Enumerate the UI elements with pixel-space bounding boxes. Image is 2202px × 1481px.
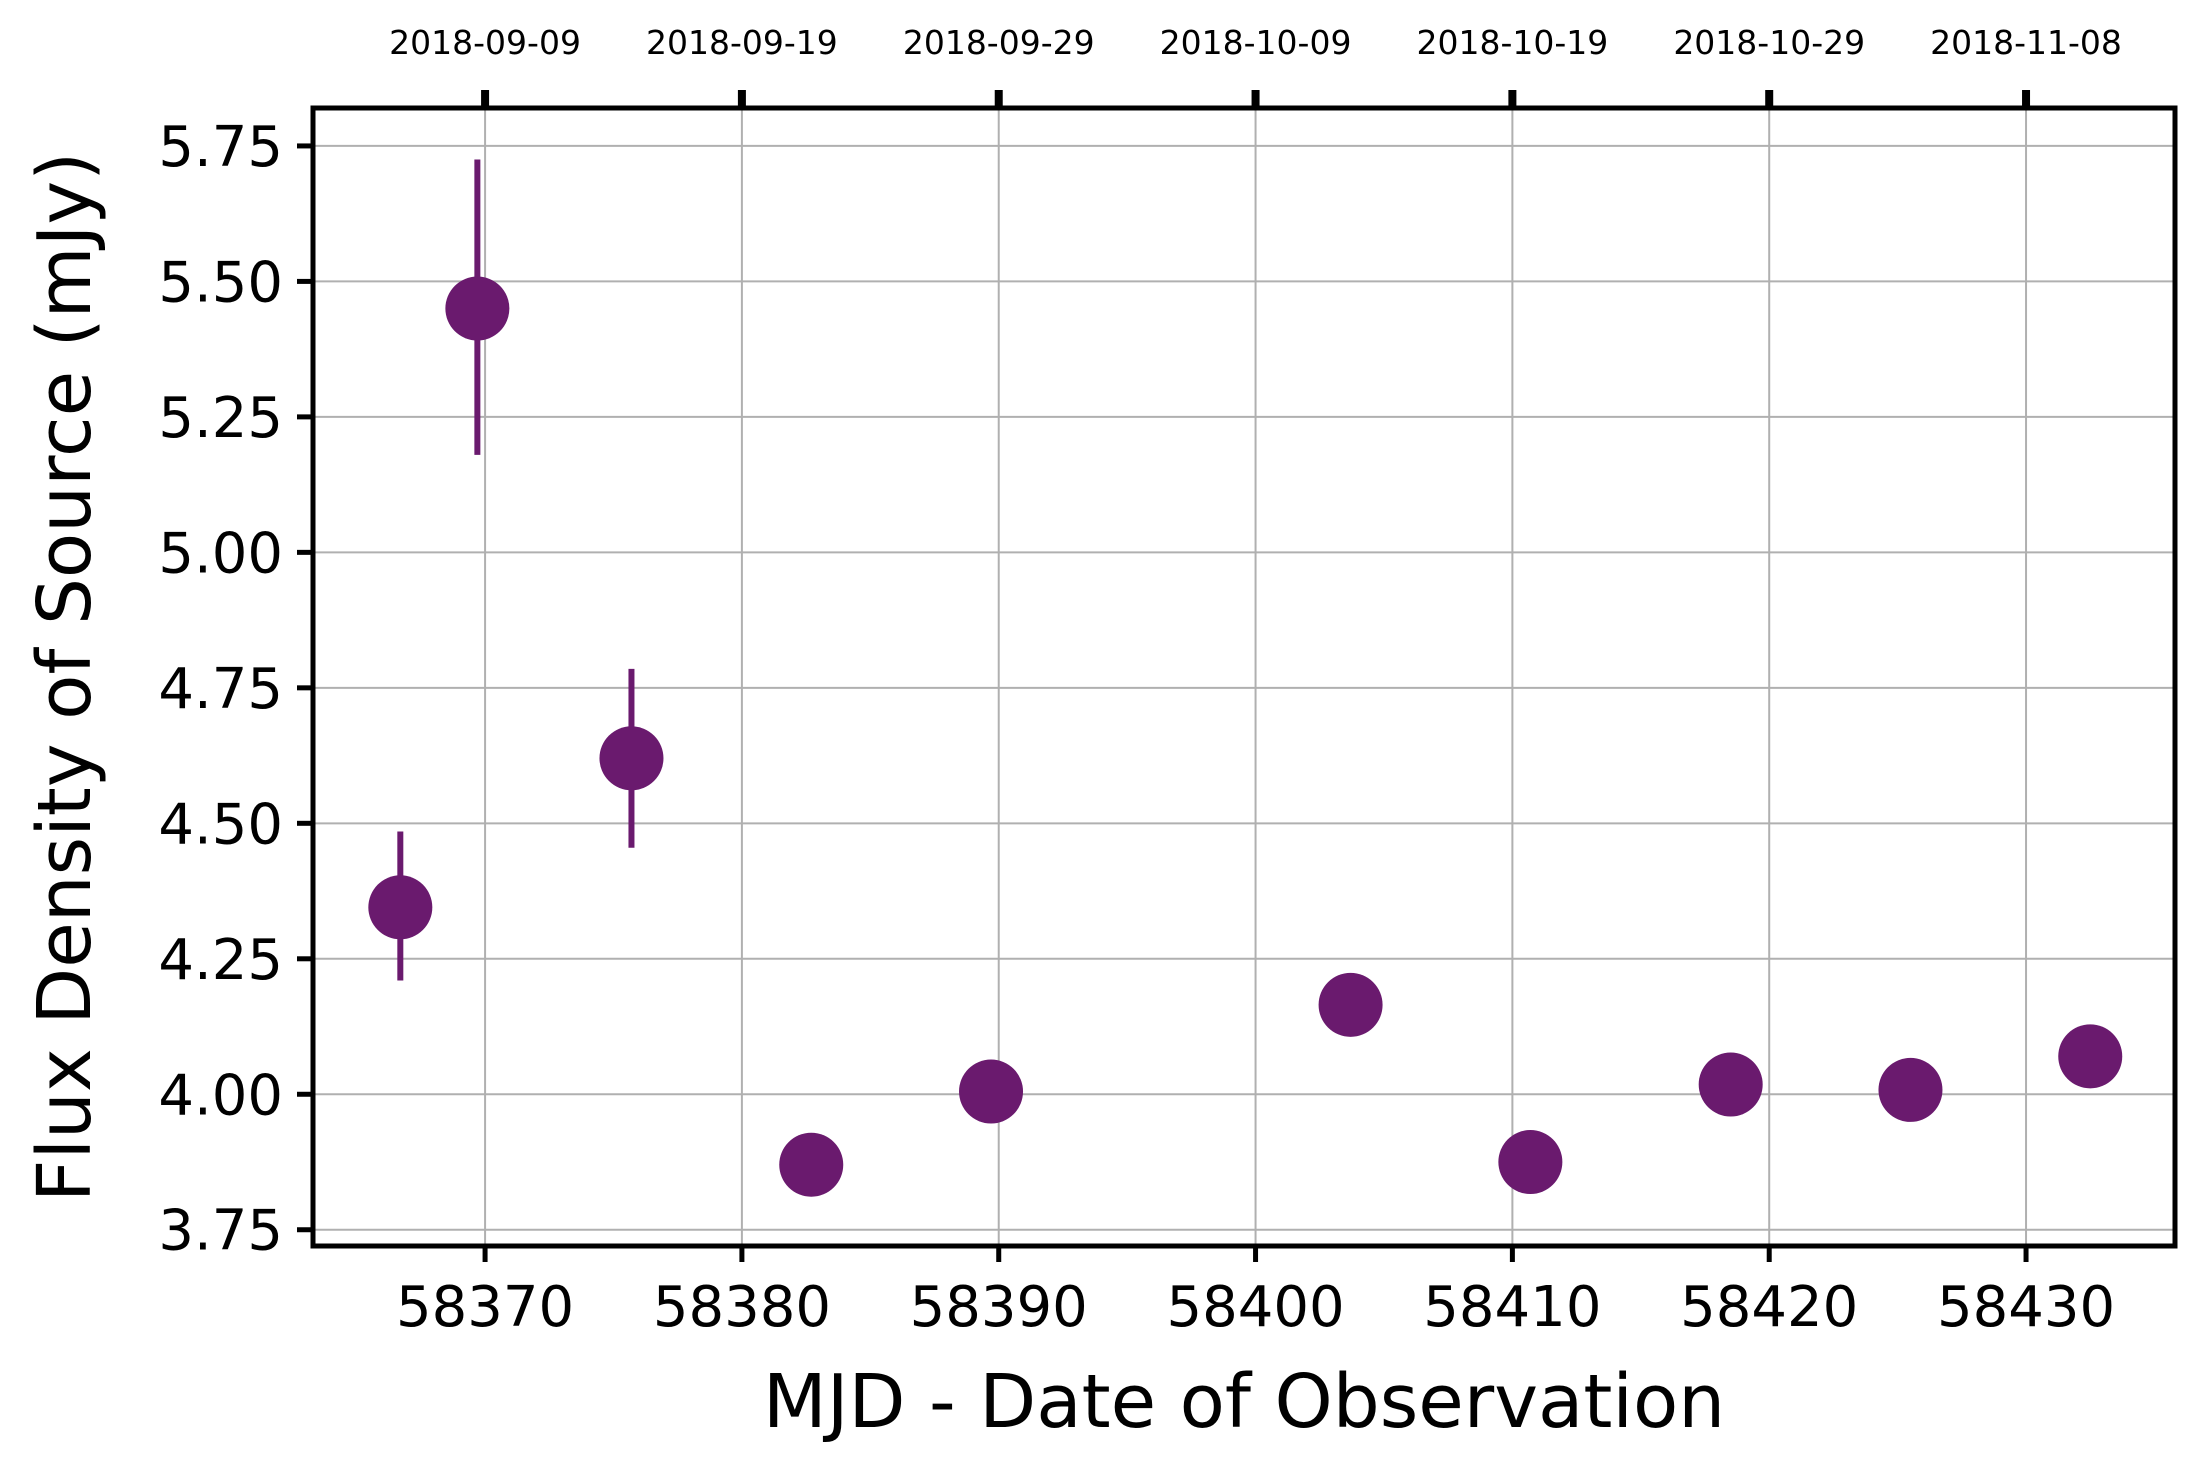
y-tick-label: 5.75 xyxy=(158,115,283,180)
x-tick-label: 58400 xyxy=(1166,1275,1344,1340)
top-tick-label: 2018-10-19 xyxy=(1416,23,1608,62)
data-points xyxy=(368,159,2123,1197)
data-point xyxy=(1498,1130,1563,1195)
y-tick-label: 4.75 xyxy=(158,657,283,722)
x-axis-label: MJD - Date of Observation xyxy=(763,1359,1725,1445)
top-tick-label: 2018-09-19 xyxy=(646,23,838,62)
top-tick-label: 2018-10-29 xyxy=(1673,23,1865,62)
y-tick-label: 4.00 xyxy=(158,1063,283,1128)
y-tick-label: 5.00 xyxy=(158,521,283,586)
y-tick-label: 4.50 xyxy=(158,792,283,857)
data-point xyxy=(445,276,510,341)
y-tick-label: 4.25 xyxy=(158,928,283,993)
data-point xyxy=(1698,1052,1763,1117)
data-point xyxy=(959,1059,1024,1124)
grid-lines xyxy=(313,108,2175,1246)
x-tick-label: 58410 xyxy=(1423,1275,1601,1340)
x-tick-label: 58390 xyxy=(910,1275,1088,1340)
x-tick-label: 58430 xyxy=(1937,1275,2115,1340)
data-point xyxy=(599,726,664,791)
x-tick-label: 58380 xyxy=(653,1275,831,1340)
y-tick-label: 5.25 xyxy=(158,386,283,451)
plot-frame xyxy=(310,105,2178,1249)
top-tick-label: 2018-09-09 xyxy=(389,23,581,62)
data-point xyxy=(779,1132,844,1197)
data-point xyxy=(2058,1024,2123,1089)
y-axis-label: Flux Density of Source (mJy) xyxy=(22,152,108,1202)
top-tick-label: 2018-11-08 xyxy=(1930,23,2122,62)
axis-ticks: 58370 58380 58390 58400 58410 58420 58430 2018-… xyxy=(158,23,2122,1340)
top-tick-label: 2018-10-09 xyxy=(1160,23,1352,62)
top-tick-label: 2018-09-29 xyxy=(903,23,1095,62)
x-tick-label: 58420 xyxy=(1680,1275,1858,1340)
x-tick-label: 58370 xyxy=(396,1275,574,1340)
data-point xyxy=(368,875,433,940)
y-tick-label: 3.75 xyxy=(158,1199,283,1264)
y-tick-label: 5.50 xyxy=(158,250,283,315)
data-point xyxy=(1878,1057,1943,1122)
data-point xyxy=(1318,972,1383,1037)
